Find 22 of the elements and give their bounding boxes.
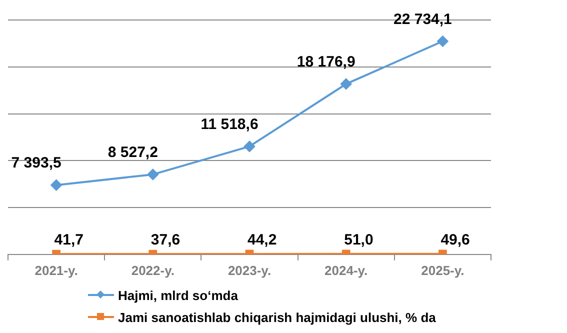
- point: [147, 168, 158, 180]
- legend-label: Jami sanoatishlab chiqarish hajmidagi ulushi, % da: [118, 310, 436, 324]
- x-tick-label: 2022-y.: [131, 262, 174, 278]
- data-label: 7 393,5: [11, 154, 62, 172]
- data-label: 22 734,1: [394, 10, 452, 28]
- legend-label: Hajmi, mlrd so‘mda: [118, 288, 238, 302]
- x-tick-label: 2024-y.: [324, 262, 368, 278]
- data-label: 8 527,2: [108, 144, 158, 162]
- point: [50, 180, 62, 191]
- data-label: 51,0: [344, 232, 374, 249]
- data-label: 37,6: [150, 232, 180, 249]
- point: [340, 78, 352, 90]
- data-label: 44,2: [248, 232, 277, 249]
- point: [437, 36, 448, 47]
- point: [244, 140, 255, 152]
- data-label: 18 176,9: [296, 54, 356, 71]
- x-tick-label: 2021-y.: [34, 262, 78, 278]
- data-label: 49,6: [440, 232, 470, 249]
- x-tick-label: 2023-y.: [228, 262, 272, 278]
- data-label: 11 518,6: [200, 116, 258, 134]
- data-label: 41,7: [54, 232, 84, 249]
- x-tick-label: 2025-y.: [421, 262, 464, 278]
